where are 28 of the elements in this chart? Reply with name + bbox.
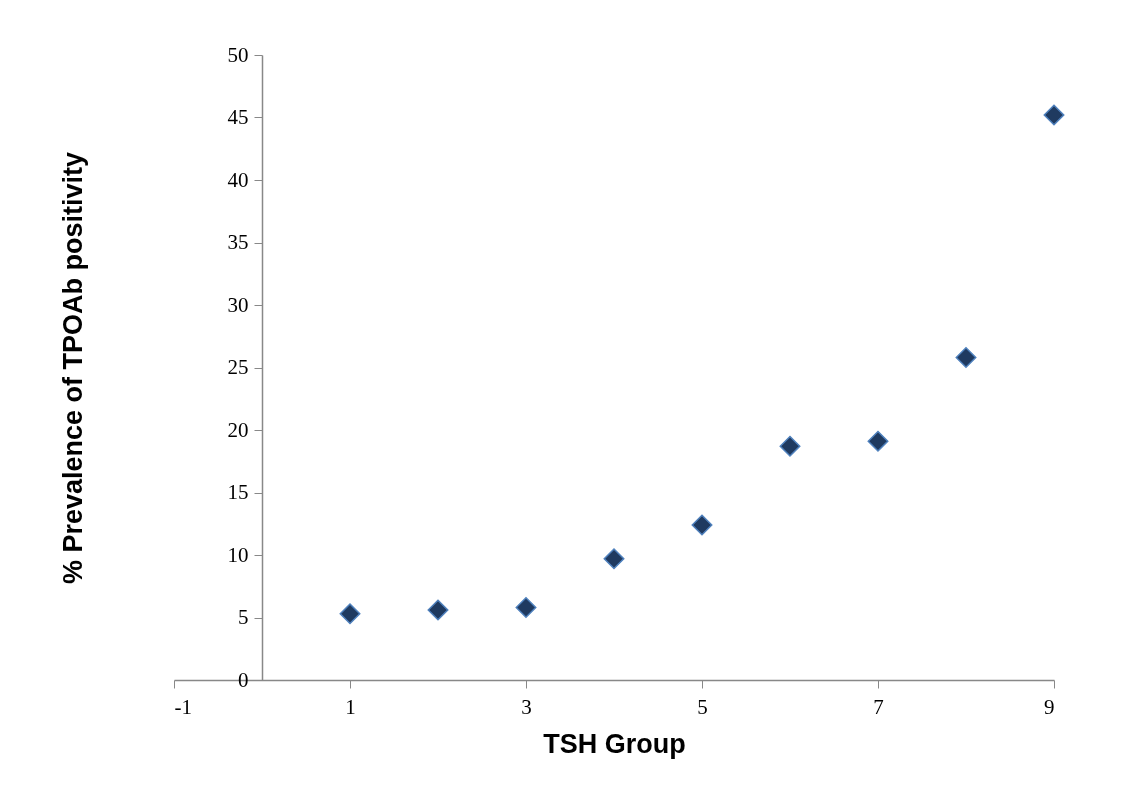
point xyxy=(779,435,801,457)
x-tick-label: -1 xyxy=(174,694,192,719)
y-tick-label: 40 xyxy=(227,167,249,192)
y-tick-label: 15 xyxy=(227,480,249,504)
point xyxy=(691,514,713,536)
x-tick-label: 7 xyxy=(873,694,884,719)
y-tick-label: 30 xyxy=(227,292,249,317)
y-tick-label: 20 xyxy=(227,417,249,442)
y-tick-label: 25 xyxy=(227,355,249,379)
point xyxy=(515,597,537,618)
point xyxy=(867,430,889,452)
y-tick-label: 35 xyxy=(227,230,249,254)
y-axis-title: % Prevalence of TPOAb positivity xyxy=(57,151,88,585)
x-tick-label: 1 xyxy=(345,694,356,719)
point xyxy=(339,603,361,625)
point xyxy=(955,347,977,368)
y-tick-label: 45 xyxy=(227,105,249,129)
y-tick-label: 10 xyxy=(227,542,249,567)
y-tick-label: 5 xyxy=(238,605,249,629)
x-axis-title: TSH Group xyxy=(543,728,686,759)
point xyxy=(1043,104,1065,126)
x-tick-label: 9 xyxy=(1044,694,1055,719)
y-tick-label: 0 xyxy=(238,667,249,692)
x-tick-label: 5 xyxy=(697,694,708,719)
y-tick-label: 50 xyxy=(227,42,249,67)
point xyxy=(427,599,449,621)
point xyxy=(603,548,625,570)
x-tick-label: 3 xyxy=(521,694,532,719)
